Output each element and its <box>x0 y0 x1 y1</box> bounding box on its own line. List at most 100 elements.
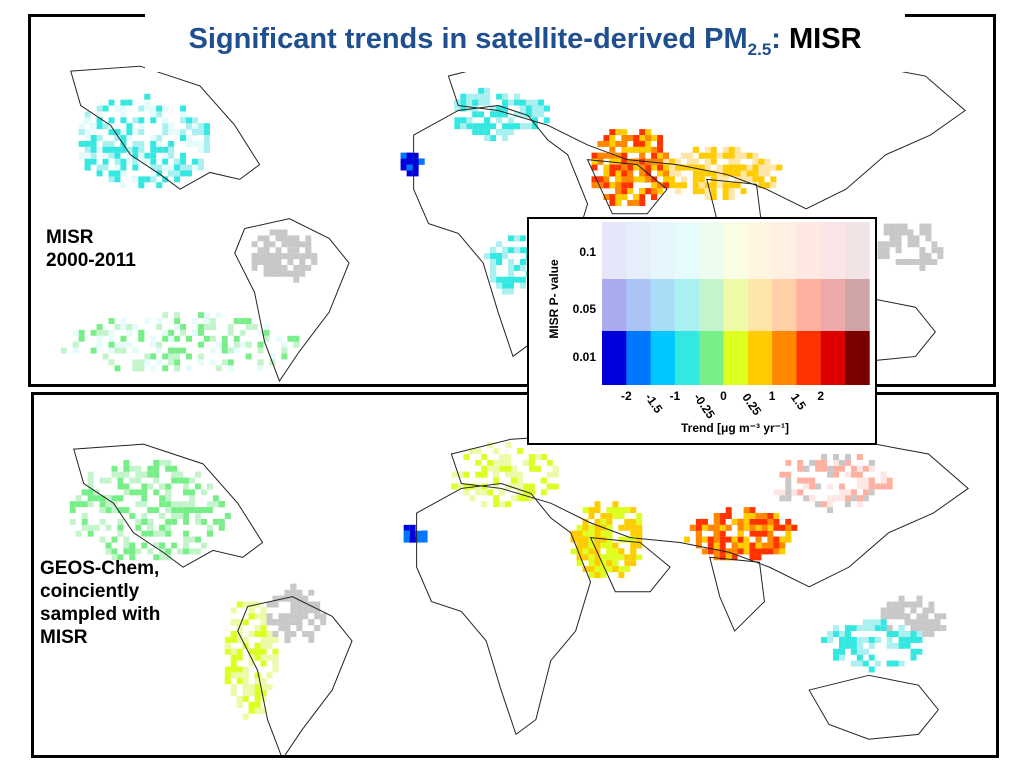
trend-pixel <box>162 164 169 171</box>
trend-pixel <box>922 607 929 614</box>
trend-pixel <box>138 140 145 147</box>
trend-pixel <box>114 176 121 183</box>
trend-pixel <box>72 341 79 348</box>
trend-pixel <box>296 613 303 620</box>
trend-pixel <box>531 123 538 130</box>
trend-pixel <box>597 182 604 189</box>
trend-pixel <box>651 164 658 171</box>
trend-pixel <box>215 312 222 319</box>
trend-pixel <box>236 695 243 702</box>
trend-pixel <box>552 483 559 490</box>
trend-pixel <box>910 648 917 655</box>
trend-pixel <box>108 170 115 177</box>
trend-pixel <box>913 259 920 265</box>
trend-pixel <box>767 536 774 543</box>
trend-pixel <box>93 495 100 502</box>
trend-pixel <box>481 471 488 478</box>
trend-pixel <box>594 530 601 537</box>
trend-pixel <box>785 477 792 484</box>
trend-pixel <box>159 542 166 549</box>
trend-pixel <box>144 158 151 165</box>
trend-pixel <box>111 495 118 502</box>
trend-pixel <box>627 176 634 183</box>
trend-pixel <box>827 495 834 502</box>
trend-pixel <box>168 335 175 342</box>
trend-pixel <box>886 613 893 620</box>
trend-pixel <box>883 253 890 260</box>
trend-pixel <box>910 625 917 632</box>
trend-pixel <box>194 518 201 525</box>
trend-pixel <box>200 489 207 496</box>
trend-pixel <box>162 353 169 360</box>
trend-pixel <box>174 170 181 177</box>
coastline <box>73 443 264 568</box>
trend-pixel <box>508 123 514 130</box>
trend-pixel <box>886 625 893 632</box>
trend-pixel <box>254 672 261 679</box>
trend-pixel <box>907 235 914 242</box>
trend-pixel <box>785 518 792 525</box>
trend-pixel <box>886 660 893 667</box>
trend-pixel <box>305 247 312 254</box>
trend-pixel <box>603 140 610 147</box>
trend-pixel <box>496 253 503 260</box>
trend-pixel <box>743 536 750 543</box>
trend-pixel <box>108 129 115 136</box>
trend-pixel <box>931 259 938 265</box>
trend-pixel <box>892 613 899 620</box>
trend-pixel <box>186 164 192 171</box>
trend-pixel <box>406 152 413 159</box>
trend-pixel <box>743 518 750 525</box>
trend-pixel <box>242 619 249 626</box>
trend-pixel <box>493 477 500 484</box>
trend-pixel <box>519 276 526 283</box>
trend-pixel <box>737 524 744 531</box>
trend-pixel <box>141 513 148 519</box>
trend-pixel <box>230 619 237 626</box>
trend-pixel <box>400 152 407 159</box>
trend-pixel <box>773 518 780 525</box>
legend-color-cell <box>723 222 749 279</box>
trend-pixel <box>779 489 786 496</box>
trend-pixel <box>889 229 896 236</box>
trend-pixel <box>266 654 273 661</box>
coastline <box>234 218 350 383</box>
trend-pixel <box>114 170 121 177</box>
trend-pixel <box>874 483 881 490</box>
trend-pixel <box>519 259 526 265</box>
trend-pixel <box>496 282 503 289</box>
trend-pixel <box>123 471 130 478</box>
trend-pixel <box>87 501 94 508</box>
trend-pixel <box>594 566 601 573</box>
trend-pixel <box>248 613 255 620</box>
trend-pixel <box>833 625 839 632</box>
trend-pixel <box>156 341 163 348</box>
trend-pixel <box>502 282 509 289</box>
trend-pixel <box>719 518 726 525</box>
trend-pixel <box>147 507 154 514</box>
trend-pixel <box>191 129 198 136</box>
trend-pixel <box>266 672 273 679</box>
trend-pixel <box>409 536 416 543</box>
trend-pixel <box>469 495 476 502</box>
trend-pixel <box>606 530 613 537</box>
trend-pixel <box>487 459 494 466</box>
trend-pixel <box>102 105 109 112</box>
trend-pixel <box>731 554 738 561</box>
trend-pixel <box>406 164 413 171</box>
trend-pixel <box>645 140 652 147</box>
bottom-label-line: sampled with <box>40 604 161 625</box>
trend-pixel <box>758 164 765 171</box>
trend-pixel <box>528 454 535 460</box>
trend-pixel <box>69 501 76 508</box>
trend-pixel <box>704 152 711 159</box>
trend-pixel <box>236 619 243 626</box>
trend-pixel <box>925 259 932 265</box>
trend-pixel <box>466 117 473 124</box>
legend-color-cell <box>845 331 870 385</box>
trend-pixel <box>919 229 926 236</box>
trend-pixel <box>287 247 294 254</box>
trend-pixel <box>767 542 774 549</box>
trend-pixel <box>850 648 857 655</box>
legend-color-cell <box>699 222 724 279</box>
